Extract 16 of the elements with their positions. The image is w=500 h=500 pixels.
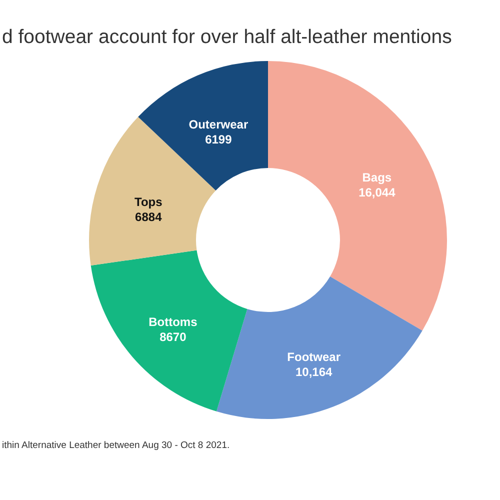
donut-slice — [268, 61, 447, 331]
slice-label: Bottoms — [148, 314, 198, 329]
data-label: 6199 — [205, 132, 232, 147]
data-label: 8670 — [160, 330, 187, 344]
data-label: 10,164 — [295, 364, 333, 379]
slice-label: Outerwear — [188, 118, 248, 132]
donut-slice — [138, 61, 268, 190]
data-label: 6884 — [135, 210, 162, 224]
donut-slice — [90, 250, 248, 412]
text: ithin Alternative Leather between Aug 30 - Oct 8 2021. — [2, 440, 230, 451]
chart-title: d footwear account for over half alt-leather mentions — [2, 26, 452, 48]
slice-label: Bags — [362, 170, 392, 185]
donut-slice — [216, 276, 422, 419]
slice-label: Tops — [134, 194, 163, 209]
slice-label: Footwear — [287, 350, 341, 364]
data-label: 16,044 — [358, 186, 396, 200]
